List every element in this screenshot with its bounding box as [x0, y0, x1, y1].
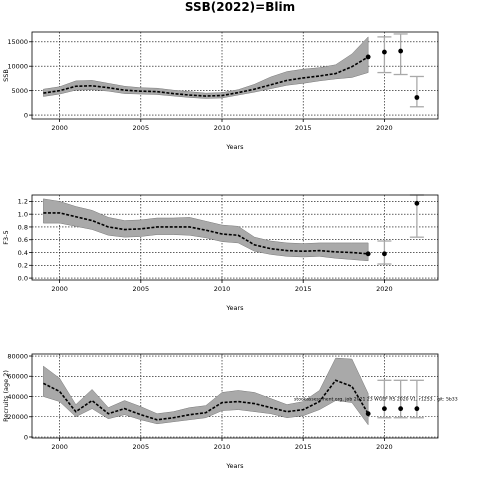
projection-point	[382, 49, 387, 55]
projection-point	[398, 406, 404, 412]
projection-point	[414, 200, 420, 206]
y-tick-label: 20000	[7, 413, 28, 421]
x-axis-label: Years	[225, 304, 244, 312]
estimate-line	[43, 379, 369, 421]
y-tick-label: 0.0	[18, 274, 28, 282]
y-tick-label: 1.0	[18, 210, 28, 218]
y-axis-label: F3-5	[2, 230, 10, 244]
y-tick-label: 80000	[7, 352, 28, 360]
last-estimate-point	[365, 411, 371, 417]
x-axis-label: Years	[225, 462, 244, 470]
y-tick-label: 15000	[7, 38, 28, 46]
projection-point	[398, 48, 404, 54]
x-tick-label: 2015	[295, 285, 312, 293]
y-axis-label: Recruits (age 2)	[2, 370, 10, 422]
y-tick-label: 0	[24, 111, 28, 119]
x-tick-label: 2010	[214, 285, 231, 293]
x-tick-label: 2020	[376, 124, 393, 132]
confidence-band	[43, 357, 369, 426]
estimate-line	[43, 212, 369, 255]
y-tick-label: 1.2	[18, 198, 28, 206]
y-tick-label: 5000	[11, 87, 28, 95]
x-tick-label: 2020	[376, 443, 393, 451]
x-tick-label: 2010	[214, 443, 231, 451]
x-tick-label: 2000	[51, 124, 68, 132]
y-tick-label: 0.6	[18, 236, 28, 244]
y-tick-label: 0.4	[18, 249, 28, 257]
panel-3: 2000 2005 2010 2015 2020 0 20000 40000 60000 8000…	[2, 352, 458, 470]
confidence-band	[43, 198, 369, 262]
x-tick-label: 2000	[51, 285, 68, 293]
axes-frame	[31, 353, 439, 439]
x-axis-label: Years	[225, 143, 244, 151]
figure-title: SSB(2022)=Blim	[185, 0, 295, 14]
panel-1: 2000 2005 2010 2015 2020 0 5000 10000 15000 Years…	[2, 31, 439, 151]
y-tick-label: 0.8	[18, 223, 28, 231]
x-tick-label: 2020	[376, 285, 393, 293]
estimate-line	[43, 56, 369, 97]
x-tick-label: 2005	[133, 285, 150, 293]
x-tick-label: 2000	[51, 443, 68, 451]
projection-point	[382, 406, 387, 412]
x-tick-label: 2015	[295, 443, 312, 451]
x-tick-label: 2010	[214, 124, 231, 132]
projection-point	[382, 251, 387, 257]
axes-frame	[31, 31, 439, 120]
panel-2: 2000 2005 2010 2015 2020 0.0 0.2 0.4 0.6 0.8 1.0 1.…	[2, 194, 439, 312]
y-tick-label: 40000	[7, 393, 28, 401]
confidence-band	[43, 36, 369, 99]
y-tick-label: 60000	[7, 373, 28, 381]
projection-point	[414, 95, 420, 100]
y-tick-label: 0	[24, 433, 28, 441]
annotation-text: stockassessment.org, job 2021 23 WGEF RS…	[294, 397, 458, 403]
y-axis-label: SSB	[2, 69, 10, 82]
x-tick-label: 2005	[133, 443, 150, 451]
x-tick-label: 2015	[295, 124, 312, 132]
x-tick-label: 2005	[133, 124, 150, 132]
last-estimate-point	[365, 54, 371, 60]
last-estimate-point	[365, 251, 371, 257]
y-tick-label: 0.2	[18, 262, 28, 270]
axes-frame	[31, 194, 439, 281]
y-tick-label: 10000	[7, 63, 28, 71]
projection-point	[414, 406, 420, 412]
